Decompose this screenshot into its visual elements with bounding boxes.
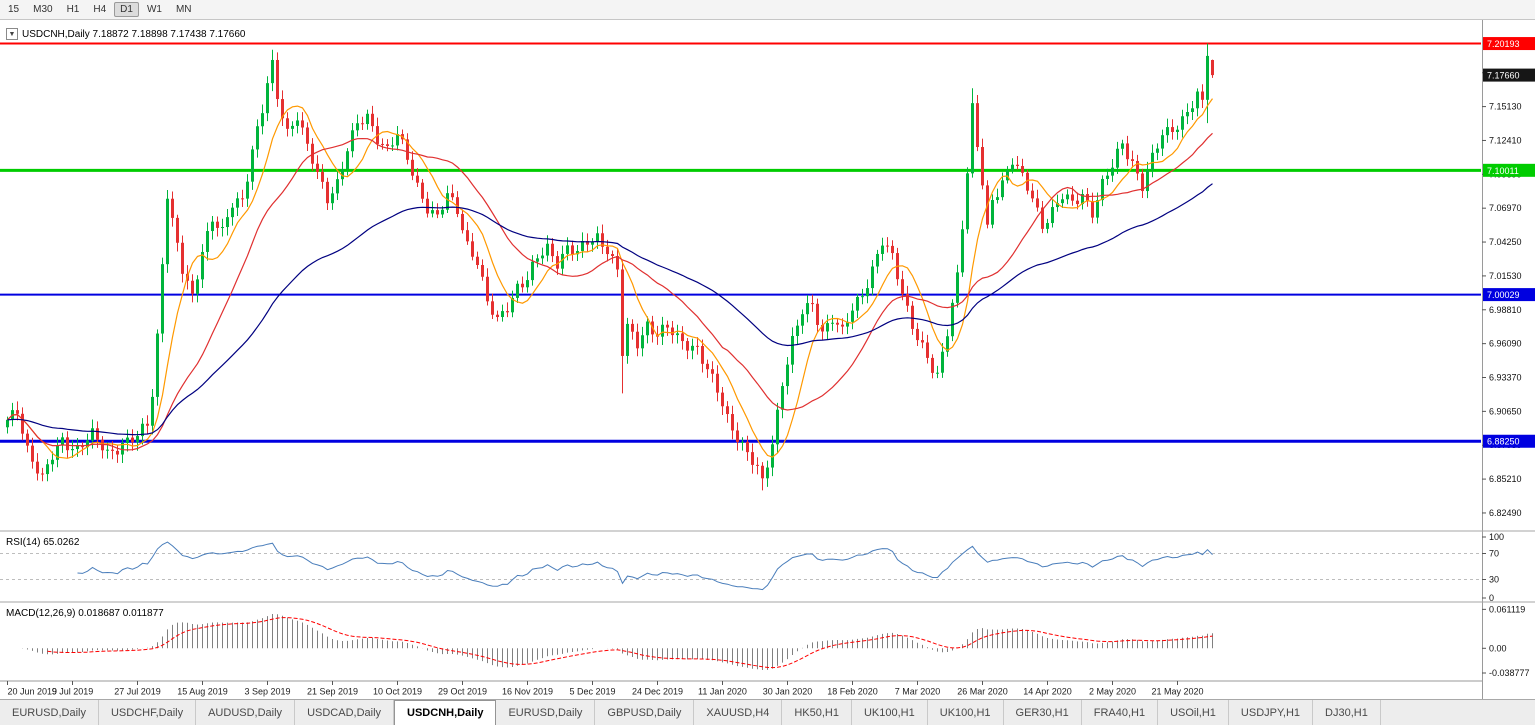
macd-panel: [22, 614, 1213, 670]
svg-text:0: 0: [1489, 593, 1494, 603]
timeframe-button-H4[interactable]: H4: [93, 4, 107, 15]
svg-text:21 Sep 2019: 21 Sep 2019: [307, 687, 358, 697]
chart-tab-FRA40-H1[interactable]: FRA40,H1: [1082, 700, 1159, 725]
chart-tab-EURUSD-Daily[interactable]: EURUSD,Daily: [0, 700, 99, 725]
svg-text:7.12410: 7.12410: [1489, 135, 1522, 145]
svg-text:15 Aug 2019: 15 Aug 2019: [177, 687, 228, 697]
chart-tab-GBPUSD-Daily[interactable]: GBPUSD,Daily: [595, 700, 695, 725]
chart-tab-USOil-H1[interactable]: USOil,H1: [1158, 700, 1229, 725]
svg-text:14 Apr 2020: 14 Apr 2020: [1023, 687, 1072, 697]
svg-text:29 Oct 2019: 29 Oct 2019: [438, 687, 487, 697]
rsi-panel: [0, 541, 1481, 591]
svg-text:70: 70: [1489, 549, 1499, 559]
svg-text:7.15130: 7.15130: [1489, 102, 1522, 112]
svg-text:30 Jan 2020: 30 Jan 2020: [763, 687, 813, 697]
svg-text:3 Sep 2019: 3 Sep 2019: [244, 687, 290, 697]
timeframe-button-MN[interactable]: MN: [175, 4, 192, 15]
svg-text:6.88250: 6.88250: [1487, 437, 1520, 447]
timeframe-button-15[interactable]: 15: [8, 4, 20, 15]
dropdown-arrow-icon: ▼: [8, 30, 16, 38]
svg-text:7.20193: 7.20193: [1487, 39, 1520, 49]
svg-text:7.01530: 7.01530: [1489, 271, 1522, 281]
chart-tab-XAUUSD-H4[interactable]: XAUUSD,H4: [694, 700, 783, 725]
svg-text:7.17660: 7.17660: [1487, 71, 1520, 81]
svg-text:30: 30: [1489, 575, 1499, 585]
macd-label-text: MACD(12,26,9) 0.018687 0.011877: [6, 608, 164, 619]
chart-tab-USDCNH-Daily[interactable]: USDCNH,Daily: [394, 700, 497, 725]
svg-text:27 Jul 2019: 27 Jul 2019: [114, 687, 161, 697]
chart-tab-EURUSD-Daily[interactable]: EURUSD,Daily: [496, 700, 596, 725]
chart-tab-USDCAD-Daily[interactable]: USDCAD,Daily: [295, 700, 395, 725]
svg-text:6.93370: 6.93370: [1489, 373, 1522, 383]
horizontal-lines: [0, 42, 1481, 443]
svg-text:2 May 2020: 2 May 2020: [1089, 687, 1136, 697]
svg-text:20 Jun 2019: 20 Jun 2019: [8, 687, 58, 697]
rsi-label-text: RSI(14) 65.0262: [6, 537, 80, 548]
timeframe-button-H1[interactable]: H1: [66, 4, 80, 15]
svg-text:6.82490: 6.82490: [1489, 508, 1522, 518]
svg-text:100: 100: [1489, 532, 1504, 542]
svg-text:26 Mar 2020: 26 Mar 2020: [957, 687, 1008, 697]
one-click-trading-toggle[interactable]: ▼: [6, 28, 18, 40]
svg-text:7.00029: 7.00029: [1487, 290, 1520, 300]
svg-text:0.061119: 0.061119: [1489, 604, 1525, 614]
timeframe-button-D1[interactable]: D1: [114, 2, 139, 17]
svg-text:24 Dec 2019: 24 Dec 2019: [632, 687, 683, 697]
svg-text:9 Jul 2019: 9 Jul 2019: [52, 687, 94, 697]
svg-text:6.90650: 6.90650: [1489, 406, 1522, 416]
chart-tab-UK100-H1[interactable]: UK100,H1: [928, 700, 1004, 725]
svg-text:21 May 2020: 21 May 2020: [1151, 687, 1203, 697]
chart-tabs-bar: EURUSD,Daily USDCHF,Daily AUDUSD,Daily USDC…: [0, 699, 1535, 725]
chart-window: 20 Jun 2019 9 Jul 2019 27 Jul 2019 15 Aug 2…: [0, 20, 1535, 699]
svg-text:18 Feb 2020: 18 Feb 2020: [827, 687, 878, 697]
chart-ohlc-label: ▼ USDCNH,Daily 7.18872 7.18898 7.17438 7…: [6, 28, 246, 40]
svg-text:16 Nov 2019: 16 Nov 2019: [502, 687, 553, 697]
macd-indicator-label: MACD(12,26,9) 0.018687 0.011877: [6, 608, 164, 619]
chart-tab-USDCHF-Daily[interactable]: USDCHF,Daily: [99, 700, 197, 725]
chart-tab-DJ30-H1[interactable]: DJ30,H1: [1313, 700, 1381, 725]
svg-text:5 Dec 2019: 5 Dec 2019: [569, 687, 615, 697]
moving-average-lines: [7, 98, 1213, 459]
svg-text:7.04250: 7.04250: [1489, 237, 1522, 247]
timeframe-toolbar: 15 M30 H1 H4 D1 W1 MN: [0, 0, 1535, 20]
chart-title-text: USDCNH,Daily 7.18872 7.18898 7.17438 7.1…: [22, 28, 246, 40]
svg-text:6.96090: 6.96090: [1489, 339, 1522, 349]
chart-tab-UK100-H1[interactable]: UK100,H1: [852, 700, 928, 725]
timeframe-button-M30[interactable]: M30: [33, 4, 53, 15]
svg-text:6.85210: 6.85210: [1489, 474, 1522, 484]
price-scale[interactable]: 7.178507.151307.124107.096907.069707.042…: [1482, 20, 1535, 699]
svg-text:7 Mar 2020: 7 Mar 2020: [895, 687, 941, 697]
svg-text:0.00: 0.00: [1489, 643, 1507, 653]
chart-tab-USDJPY-H1[interactable]: USDJPY,H1: [1229, 700, 1314, 725]
chart-tab-AUDUSD-Daily[interactable]: AUDUSD,Daily: [196, 700, 296, 725]
timeframe-button-W1[interactable]: W1: [146, 4, 162, 15]
chart-tab-HK50-H1[interactable]: HK50,H1: [782, 700, 852, 725]
svg-text:-0.038777: -0.038777: [1489, 668, 1530, 678]
svg-text:7.10011: 7.10011: [1487, 166, 1519, 176]
svg-text:10 Oct 2019: 10 Oct 2019: [373, 687, 422, 697]
svg-text:11 Jan 2020: 11 Jan 2020: [698, 687, 747, 697]
chart-tab-GER30-H1[interactable]: GER30,H1: [1004, 700, 1082, 725]
svg-text:7.06970: 7.06970: [1489, 203, 1522, 213]
svg-text:6.98810: 6.98810: [1489, 305, 1522, 315]
rsi-indicator-label: RSI(14) 65.0262: [6, 537, 79, 548]
